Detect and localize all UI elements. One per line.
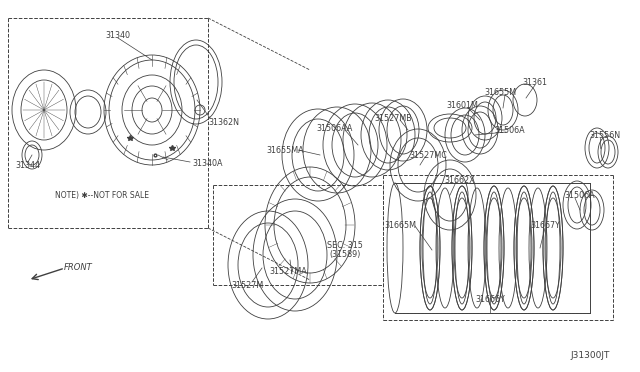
Text: SEC. 315: SEC. 315 [327,241,363,250]
Text: 31344: 31344 [15,160,40,170]
Text: 31506AA: 31506AA [317,124,353,132]
Text: J31300JT: J31300JT [571,350,610,359]
Text: (31589): (31589) [330,250,361,260]
Text: 31667Y: 31667Y [530,221,560,230]
Text: 31556N: 31556N [589,131,621,140]
Text: FRONT: FRONT [63,263,92,273]
Text: 31655M: 31655M [484,87,516,96]
Text: 31361: 31361 [522,77,547,87]
Text: 31340: 31340 [106,31,131,39]
Text: 31527MC: 31527MC [409,151,447,160]
Text: 31527M: 31527M [232,280,264,289]
Text: 31527MA: 31527MA [269,267,307,276]
Text: 31340A: 31340A [192,158,223,167]
Text: 31362N: 31362N [209,118,239,126]
Text: 31665M: 31665M [384,221,416,230]
Text: NOTE) ✱--NOT FOR SALE: NOTE) ✱--NOT FOR SALE [55,190,149,199]
Text: 31527MB: 31527MB [374,113,412,122]
Text: 31666Y: 31666Y [475,295,505,305]
Text: 31601M: 31601M [446,100,478,109]
Text: 31506A: 31506A [495,125,525,135]
Text: 31662X: 31662X [445,176,476,185]
Text: 31506A: 31506A [564,190,595,199]
Text: 31655MA: 31655MA [266,145,304,154]
